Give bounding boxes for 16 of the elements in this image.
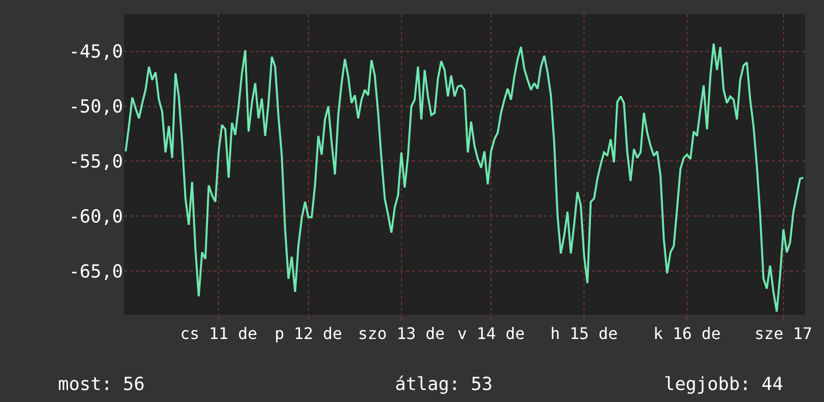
text: most: 56 — [58, 374, 145, 395]
x-tick-label: sze 17 — [754, 324, 812, 344]
y-tick-label: -55,0 — [68, 152, 123, 172]
x-tick-label: h 15 de — [550, 324, 618, 344]
x-tick-label: cs 11 de — [180, 324, 258, 344]
y-tick-label: -60,0 — [68, 206, 123, 228]
x-tick-label: v 14 de — [457, 324, 525, 344]
y-tick-label: -50,0 — [68, 96, 123, 118]
x-tick-label: p 12 de — [274, 324, 342, 344]
y-tick-label: -45,0 — [68, 42, 123, 63]
line-series — [124, 42, 804, 313]
text: legjobb: 44 — [664, 374, 784, 395]
y-tick-label: -65,0 — [68, 261, 123, 282]
text: átlag: 53 — [395, 374, 493, 395]
x-tick-label: szo 13 de — [358, 324, 445, 344]
x-tick-label: k 16 de — [653, 324, 721, 344]
